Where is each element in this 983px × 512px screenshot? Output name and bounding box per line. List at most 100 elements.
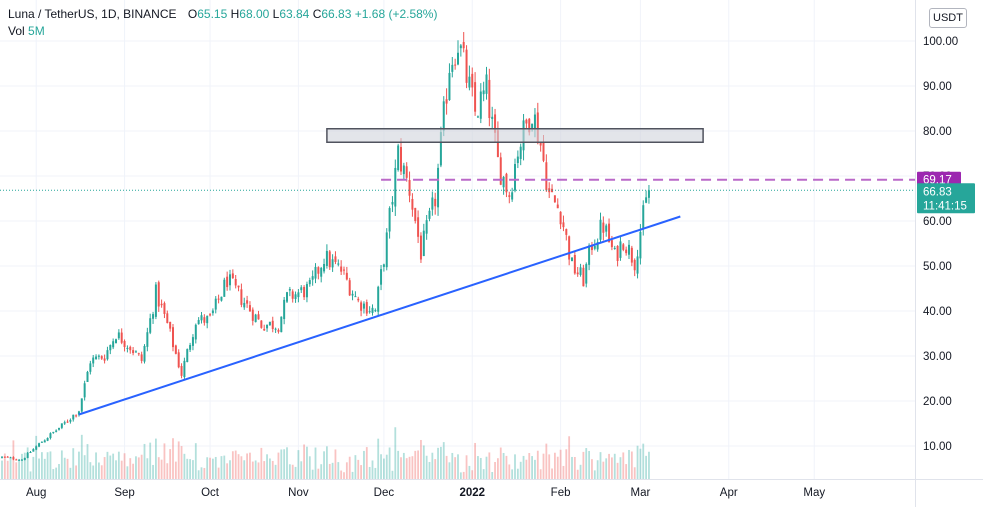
time-tick-label: Sep (114, 487, 134, 499)
volume-bar (414, 450, 417, 479)
candle-up (92, 357, 95, 364)
candle-up (220, 296, 223, 301)
time-tick-label: Apr (720, 487, 738, 499)
chart-legend: Luna / TetherUS, 1D, BINANCE O65.15 H68.… (8, 6, 437, 40)
volume-bar (497, 458, 499, 479)
volume-bar (365, 447, 368, 479)
price-tick-label: 40.00 (923, 306, 952, 318)
volume-bar (522, 455, 525, 479)
volume-bar (172, 438, 174, 479)
volume-bar (605, 458, 608, 479)
candle-down (360, 302, 363, 311)
volume-bar (596, 460, 599, 479)
candle-up (448, 72, 451, 101)
volume-bar (633, 467, 636, 479)
price-tick-label: 60.00 (923, 216, 952, 228)
candle-down (499, 157, 502, 185)
volume-bar (197, 470, 200, 479)
candle-up (439, 132, 442, 166)
legend-ohlc-row: Luna / TetherUS, 1D, BINANCE O65.15 H68.… (8, 6, 437, 23)
volume-bar (408, 456, 411, 479)
candle-up (52, 431, 55, 433)
candle-up (60, 423, 63, 428)
volume-bar (137, 457, 140, 479)
candle-up (89, 363, 92, 372)
candle-up (266, 324, 269, 329)
currency-button[interactable]: USDT (929, 8, 967, 28)
candle-down (559, 211, 562, 225)
volume-bar (542, 453, 545, 479)
candle-down (542, 142, 545, 161)
volume-bar (645, 455, 647, 479)
volume-bar (559, 449, 562, 479)
candle-up (325, 250, 328, 266)
candle-up (186, 349, 189, 363)
candle-down (251, 309, 254, 321)
legend-low-value: 63.84 (279, 7, 310, 21)
candle-up (63, 422, 66, 424)
volume-bar (628, 449, 630, 479)
volume-bar (482, 469, 485, 479)
candle-down (120, 332, 123, 343)
volume-bar (422, 445, 425, 479)
candle-up (95, 356, 98, 360)
price-tick-label: 10.00 (923, 441, 952, 453)
last-price-text: 66.83 (923, 186, 952, 198)
candle-up (35, 446, 38, 450)
candle-down (414, 207, 417, 222)
volume-bar (528, 452, 531, 479)
candle-up (80, 398, 83, 412)
candle-up (451, 64, 454, 72)
candle-up (482, 90, 485, 95)
candle-up (191, 337, 194, 346)
volume-bar (251, 461, 254, 479)
candle-down (263, 328, 266, 331)
candle-down (576, 272, 579, 275)
volume-bar (511, 469, 514, 479)
candle-up (183, 360, 186, 378)
volume-bar (220, 456, 223, 479)
volume-bar (568, 436, 571, 479)
volume-bar (440, 446, 442, 479)
candle-up (55, 430, 58, 432)
volume-bar (180, 446, 183, 479)
volume-bar (46, 452, 49, 479)
volume-bar (420, 439, 422, 479)
volume-bar (169, 449, 172, 479)
candle-down (488, 79, 491, 119)
candle-up (134, 351, 137, 353)
volume-bar (86, 444, 89, 479)
volume-bar (516, 468, 519, 479)
volume-bar (266, 454, 268, 479)
volume-bar (209, 457, 211, 479)
candle-down (556, 204, 559, 209)
legend-open-label: O (187, 7, 198, 21)
volume-bar (80, 434, 83, 479)
candle-up (308, 280, 311, 285)
volume-bar (163, 443, 166, 479)
volume-bar (112, 453, 115, 479)
volume-bar (599, 452, 602, 479)
volume-bar (591, 459, 593, 479)
candle-up (642, 205, 645, 229)
legend-high-value: 68.00 (239, 7, 270, 21)
candle-up (9, 457, 12, 459)
legend-symbol[interactable]: Luna / TetherUS, 1D, BINANCE (8, 7, 177, 21)
volume-bar (454, 457, 457, 479)
candle-down (494, 114, 497, 133)
candle-up (485, 74, 488, 94)
volume-bar (300, 461, 303, 479)
volume-bar (602, 461, 605, 479)
candle-up (320, 267, 323, 277)
candle-down (625, 249, 628, 254)
candle-down (246, 300, 249, 304)
volume-bar (98, 462, 100, 479)
volume-bar (135, 456, 137, 479)
candle-up (394, 167, 397, 207)
volume-bar (488, 452, 491, 479)
volume-bar (576, 469, 579, 479)
countdown-text: 11:41:15 (923, 200, 967, 212)
legend-volume-label[interactable]: Vol (8, 24, 25, 38)
